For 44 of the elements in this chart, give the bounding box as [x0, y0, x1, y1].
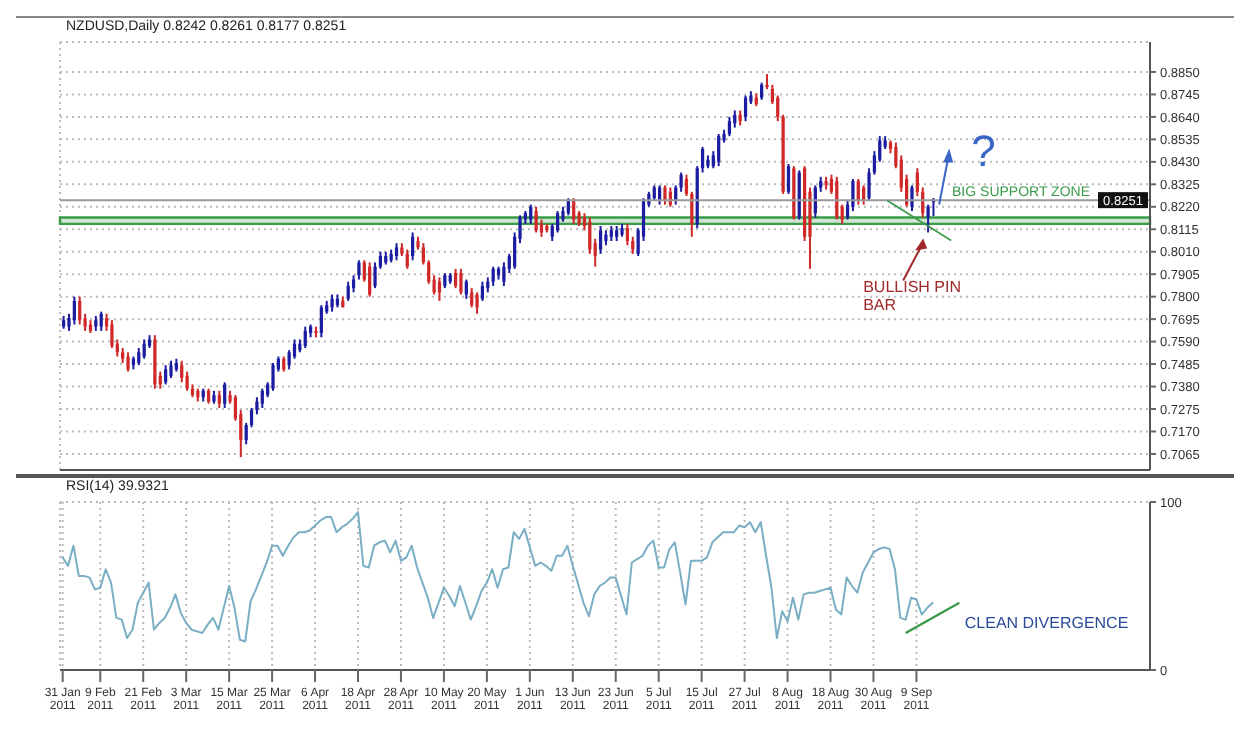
candlestick: [110, 319, 114, 350]
candlestick: [926, 203, 930, 234]
candlestick: [260, 387, 264, 409]
candlestick: [598, 225, 603, 255]
candlestick: [319, 304, 323, 339]
candlestick: [529, 203, 533, 225]
annotation: ?: [971, 126, 998, 177]
candlestick: [555, 210, 560, 234]
candlestick: [910, 184, 914, 213]
candlestick: [743, 94, 748, 123]
line-series: [61, 511, 934, 643]
candlestick: [180, 359, 184, 384]
candlestick: [271, 362, 275, 392]
candlestick: [625, 222, 630, 247]
candlestick: [346, 280, 350, 302]
candlestick: [142, 338, 146, 360]
candlestick: [368, 261, 372, 298]
candlestick: [303, 325, 307, 350]
candlestick: [786, 162, 791, 195]
candlestick: [464, 278, 468, 300]
candlestick: [470, 287, 474, 309]
candlestick: [99, 310, 103, 332]
candlestick: [491, 265, 495, 287]
candlestick: [223, 381, 227, 409]
candlestick: [663, 184, 667, 206]
candlestick: [72, 295, 76, 326]
candlestick: [411, 231, 415, 262]
annotation: BULLISH PIN BAR: [863, 278, 963, 314]
annotation: CLEAN DIVERGENCE: [964, 614, 1131, 633]
candlestick: [453, 267, 458, 290]
candlestick: [153, 334, 157, 390]
candlestick: [78, 295, 82, 326]
candlestick: [572, 197, 576, 225]
candlestick: [405, 248, 409, 270]
candlestick: [475, 291, 479, 315]
candlestick: [480, 280, 485, 302]
candlestick: [717, 133, 721, 168]
candlestick: [851, 177, 855, 213]
candlestick: [459, 267, 463, 296]
candlestick: [727, 115, 732, 138]
candlestick: [126, 351, 130, 373]
candlestick: [164, 364, 168, 386]
candlestick: [502, 261, 506, 287]
candlestick: [534, 205, 538, 234]
